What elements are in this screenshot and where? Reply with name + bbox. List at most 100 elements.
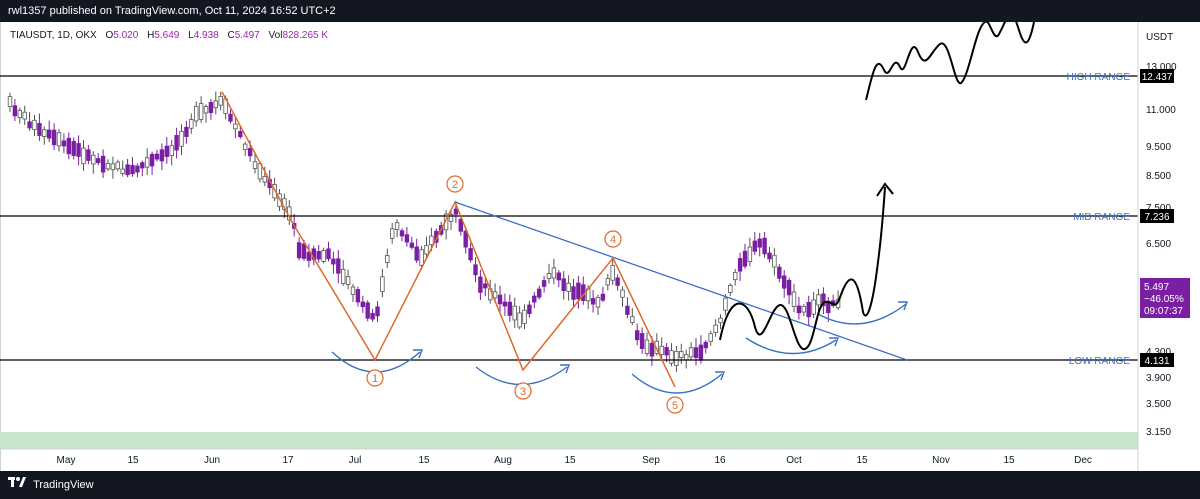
mid-range-tag: 7.236: [1140, 209, 1174, 223]
candle-body: [164, 145, 169, 157]
candle-body: [786, 279, 792, 296]
candle-body: [610, 264, 615, 281]
candle-body: [198, 103, 204, 120]
candle-body: [821, 293, 826, 307]
candles-layer: [7, 91, 841, 373]
candle-body: [522, 309, 527, 325]
candle-body: [502, 301, 508, 307]
candle-body: [684, 354, 689, 361]
candle-body: [620, 289, 625, 298]
candle-body: [409, 242, 414, 248]
candle-body: [144, 157, 150, 168]
candle-body: [306, 251, 312, 261]
candle-body: [777, 266, 782, 279]
candle-body: [365, 302, 370, 319]
candle-body: [32, 119, 37, 131]
chart-area[interactable]: [0, 22, 1200, 471]
candle-body: [556, 272, 561, 281]
high-range-label: HIGH RANGE: [1067, 72, 1131, 83]
candle-body: [497, 294, 503, 305]
candle-body: [42, 129, 47, 137]
time-tick-label: Nov: [932, 455, 950, 466]
low-range-tag: 4.131: [1140, 353, 1174, 367]
candle-body: [414, 246, 419, 261]
candle-body: [693, 347, 699, 358]
candle-body: [370, 312, 375, 320]
time-tick-label: 17: [282, 455, 294, 466]
candle-body: [56, 132, 62, 147]
svg-text:5.497: 5.497: [1144, 282, 1169, 293]
wave-label-5: 5: [666, 396, 684, 414]
price-tick-label: 13.000: [1146, 62, 1177, 73]
mid-range-label: MID RANGE: [1073, 212, 1130, 223]
candle-body: [179, 130, 184, 147]
candle-body: [394, 222, 400, 230]
tradingview-logo-icon: [8, 471, 26, 499]
time-tick-label: 15: [418, 455, 430, 466]
candle-body: [105, 162, 111, 170]
descending-trendline[interactable]: [454, 201, 908, 361]
candle-body: [385, 255, 390, 263]
chart-canvas[interactable]: 1 2 3 4 5 HIGH RANGE MID RANGE LOW RANGE…: [0, 22, 1200, 471]
candle-body: [355, 289, 361, 303]
arc-5: [631, 373, 723, 394]
wave-label-1: 1: [366, 369, 384, 387]
elliott-wave-path[interactable]: [221, 91, 676, 388]
price-tick-label: 11.000: [1146, 105, 1176, 116]
candle-body: [742, 250, 748, 267]
price-tick-label: 3.150: [1146, 427, 1171, 438]
candle-body: [66, 137, 71, 155]
candle-body: [321, 249, 326, 262]
candle-body: [350, 286, 356, 295]
candle-body: [713, 324, 718, 334]
svg-text:1: 1: [372, 373, 378, 385]
candle-body: [463, 230, 468, 248]
candle-body: [517, 312, 522, 328]
legend-close-value: 5.497: [234, 30, 260, 41]
candle-body: [262, 176, 267, 183]
candle-body: [37, 123, 42, 136]
legend-volume-value: 828.265 K: [282, 30, 329, 41]
price-tick-label: 8.500: [1146, 171, 1171, 182]
currency-label: USDT: [1146, 32, 1173, 43]
candle-body: [801, 305, 806, 313]
candle-body: [189, 119, 194, 129]
candle-body: [326, 248, 331, 260]
candle-body: [541, 280, 547, 287]
candle-body: [247, 148, 253, 157]
candle-body: [796, 305, 802, 314]
candle-body: [22, 111, 27, 120]
candle-body: [639, 333, 645, 349]
candle-body: [674, 350, 679, 367]
candle-body: [718, 317, 723, 324]
svg-text:5: 5: [672, 400, 678, 412]
legend-low-label: L: [188, 30, 194, 41]
price-tick-label: 4.300: [1146, 347, 1171, 358]
time-tick-label: Dec: [1074, 455, 1092, 466]
legend-close-label: C: [227, 30, 235, 41]
candle-body: [135, 165, 140, 173]
candle-body: [159, 149, 165, 162]
candle-body: [767, 252, 772, 260]
candle-body: [527, 304, 532, 314]
candle-body: [7, 96, 13, 107]
time-tick-label: Sep: [642, 455, 660, 466]
candle-body: [507, 301, 512, 316]
price-tick-label: 3.900: [1146, 373, 1171, 384]
candle-body: [91, 154, 96, 165]
candle-body: [174, 135, 179, 151]
time-tick-label: 15: [856, 455, 868, 466]
time-ticks: May 15 Jun 17 Jul 15 Aug 15 Sep 16 Oct 15 Nov 15 Dec: [57, 455, 1092, 466]
candle-body: [252, 161, 258, 169]
candle-body: [193, 105, 199, 122]
low-range-label: LOW RANGE: [1069, 356, 1130, 367]
svg-text:−46.05%: −46.05%: [1144, 294, 1184, 305]
svg-text:4.131: 4.131: [1144, 356, 1169, 367]
price-ticks: 13.000 11.000 9.500 8.500 7.500 6.500 4.300 3.9…: [1146, 62, 1177, 438]
time-tick-label: Oct: [786, 455, 802, 466]
candle-body: [576, 282, 581, 300]
candle-body: [458, 219, 463, 232]
time-tick-label: Jul: [349, 455, 362, 466]
candle-body: [654, 340, 659, 354]
legend-open-label: O: [105, 30, 114, 41]
